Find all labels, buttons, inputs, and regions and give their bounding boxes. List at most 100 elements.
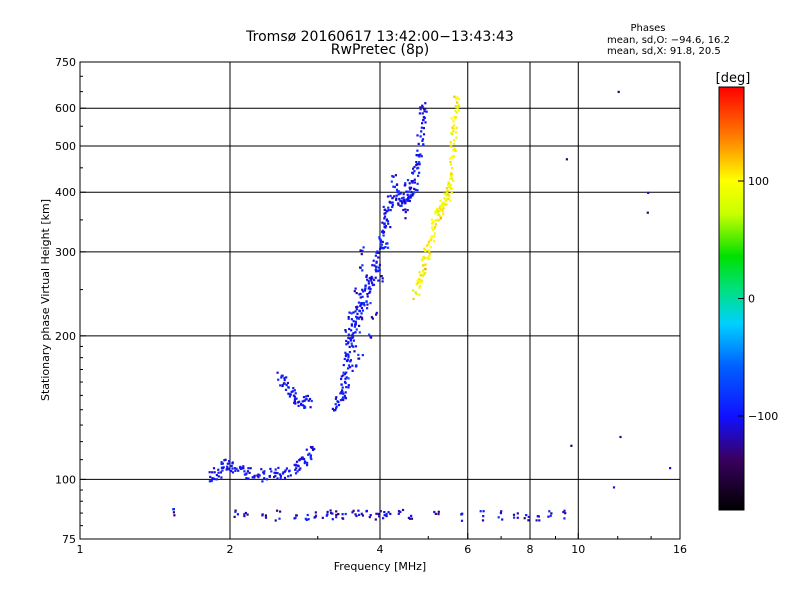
scatter-point-x — [426, 256, 429, 259]
scatter-point-o — [360, 312, 363, 315]
scatter-point-e-region — [527, 519, 530, 522]
scatter-point-x — [457, 105, 460, 108]
scatter-point-o — [210, 479, 213, 483]
scatter-point-x — [436, 207, 439, 210]
scatter-point-o — [393, 195, 396, 198]
scatter-point-o — [379, 238, 382, 241]
scatter-point-x — [439, 217, 442, 220]
scatter-point-x — [455, 111, 458, 114]
scatter-point-x — [420, 280, 423, 283]
scatter-point-o — [399, 204, 402, 207]
scatter-point-o — [357, 353, 360, 356]
scatter-point-o — [366, 295, 369, 298]
scatter-point-o — [221, 469, 224, 472]
scatter-point-o — [355, 328, 358, 331]
scatter-point-o — [371, 264, 374, 267]
scatter-point-x — [452, 130, 455, 133]
scatter-point-x — [426, 257, 430, 260]
scatter-point-e-region — [368, 516, 371, 519]
scatter-point-o — [384, 246, 387, 249]
scatter-point-o — [303, 399, 306, 402]
scatter-point-o — [356, 305, 359, 308]
scatter-point-o — [423, 116, 426, 119]
scatter-point-o — [212, 477, 215, 480]
scatter-point-o — [358, 357, 361, 360]
scatter-point-o — [265, 478, 268, 481]
scatter-point-o — [408, 186, 411, 189]
scatter-point-x — [420, 279, 423, 282]
scatter-point-x — [430, 235, 433, 238]
scatter-point-o — [296, 470, 299, 473]
scatter-point-o — [294, 468, 297, 471]
scatter-point-o — [341, 389, 344, 392]
scatter-point-o — [369, 276, 372, 279]
scatter-point-o — [379, 239, 383, 242]
scatter-point-x — [424, 267, 427, 271]
x-axis-ticks: 1 2 4 6 8 10 16 — [77, 533, 687, 556]
scatter-point-o — [383, 217, 386, 220]
scatter-point-o — [371, 283, 374, 287]
scatter-point-e-region — [513, 516, 516, 519]
scatter-point-o — [306, 394, 309, 397]
scatter-point-o — [368, 286, 371, 289]
scatter-point-e-region — [525, 514, 528, 517]
scatter-point-o — [374, 268, 377, 272]
scatter-point-o — [374, 276, 377, 279]
scatter-point-o — [231, 471, 235, 474]
scatter-point-o — [345, 343, 348, 346]
scatter-point-o — [389, 194, 392, 197]
scatter-point-o — [341, 397, 344, 400]
scatter-point-o — [260, 468, 263, 471]
scatter-point-o — [418, 112, 421, 115]
scatter-point-o — [378, 269, 381, 272]
scatter-point-o — [417, 142, 420, 145]
scatter-point-x — [449, 173, 453, 176]
scatter-point-x — [426, 244, 429, 247]
scatter-point-o — [381, 280, 384, 283]
scatter-point-o — [295, 397, 298, 400]
scatter-point-e-region — [562, 511, 565, 514]
scatter-point-e-region — [246, 513, 249, 516]
scatter-point-o — [404, 217, 407, 220]
scatter-point-o — [359, 266, 362, 269]
scatter-point-e-region — [382, 517, 385, 520]
scatter-point-o — [395, 183, 398, 186]
scatter-point-o — [355, 292, 358, 295]
scatter-point-o — [348, 327, 351, 331]
scatter-point-o — [342, 371, 345, 374]
scatter-point-o — [308, 452, 311, 455]
scatter-point-o — [404, 201, 407, 205]
x-tick-label: 2 — [227, 543, 234, 556]
scatter-point-o — [348, 345, 351, 348]
scatter-point-noise — [646, 211, 649, 214]
scatter-point-x — [447, 184, 450, 187]
scatter-point-o — [251, 476, 254, 479]
scatter-point-o — [285, 467, 288, 470]
scatter-point-x — [433, 227, 436, 230]
scatter-point-x — [436, 209, 439, 212]
stats-o-line: mean, sd,O: −94.6, 16.2 — [607, 35, 730, 46]
scatter-point-o — [379, 247, 382, 250]
scatter-point-o — [347, 356, 350, 359]
scatter-point-o — [340, 377, 343, 381]
scatter-point-e-region — [383, 514, 386, 517]
scatter-point-o — [402, 196, 405, 199]
scatter-point-o — [293, 400, 296, 403]
scatter-point-o — [345, 339, 348, 343]
scatter-point-x — [445, 187, 448, 190]
scatter-point-o — [412, 167, 415, 170]
scatter-point-x — [415, 283, 418, 286]
scatter-point-o — [350, 329, 353, 332]
scatter-point-o — [351, 369, 354, 372]
scatter-point-o — [360, 316, 364, 319]
scatter-point-o — [409, 195, 413, 198]
scatter-point-o — [299, 467, 302, 470]
scatter-point-o — [303, 462, 306, 465]
scatter-point-e-region — [397, 510, 401, 513]
scatter-point-o — [282, 471, 285, 474]
scatter-point-o — [404, 200, 407, 203]
scatter-point-o — [307, 399, 310, 402]
scatter-point-o — [359, 315, 362, 318]
scatter-point-o — [377, 251, 380, 254]
scatter-point-e-region — [264, 514, 267, 517]
